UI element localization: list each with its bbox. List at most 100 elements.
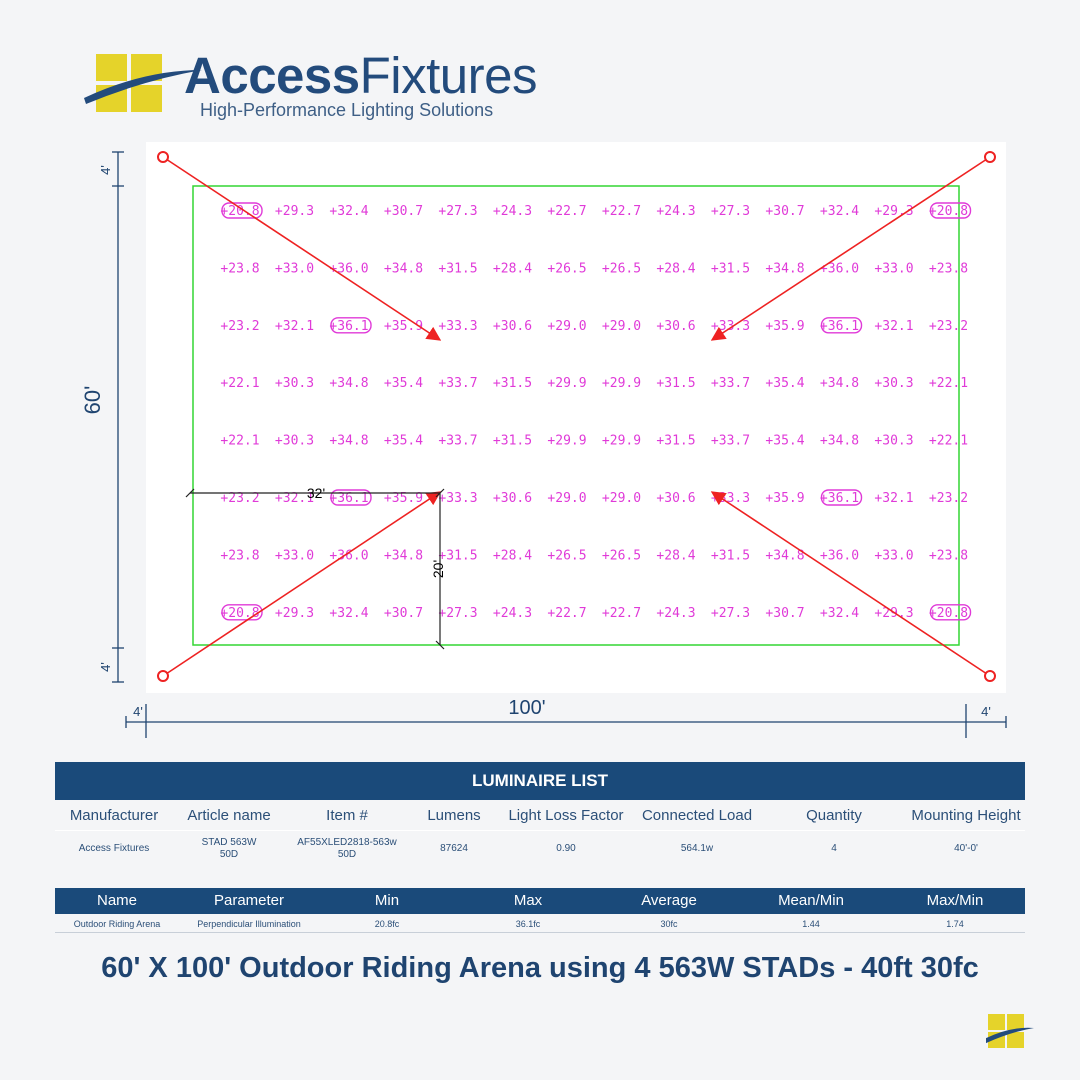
illuminance-value: +36.1 [820,319,859,334]
max-highlight-oval [330,489,372,506]
illuminance-value: +32.1 [275,491,314,506]
illuminance-value: +33.3 [711,319,750,334]
illuminance-value: +29.9 [602,376,641,391]
brand-tagline: High-Performance Lighting Solutions [200,100,494,120]
illuminance-value: +35.9 [384,319,423,334]
pole-ne-icon [984,151,996,163]
illuminance-value: +20.8 [929,204,968,219]
illuminance-value: +22.1 [929,376,968,391]
illuminance-value: +32.4 [329,204,368,219]
brand-bold: Access [184,47,360,104]
max-highlight-oval [820,317,863,334]
col-mean-min: Mean/Min [778,892,844,909]
illuminance-value: +23.8 [220,548,259,563]
illuminance-value: +28.4 [493,548,532,563]
illuminance-value: +32.1 [275,319,314,334]
illuminance-value: +22.1 [929,434,968,449]
illuminance-value: +27.3 [711,606,750,621]
illuminance-value: +36.0 [329,261,368,276]
illuminance-value: +32.1 [874,491,913,506]
illuminance-value: +29.3 [275,606,314,621]
access-fixtures-logo: AccessFixtures High-Performance Lighting… [84,48,544,128]
illuminance-value: +33.7 [711,376,750,391]
illuminance-value: +29.0 [547,491,586,506]
illuminance-value: +35.4 [384,376,423,391]
aim-line-nw [162,156,442,341]
name-value: Outdoor Riding Arena [73,919,161,929]
lighting-plan: +20.8 +29.3 +32.4 +30.7 +27.3 +24.3 +22.7 +22.7… [80,142,1007,738]
max-value: 36.1fc [515,919,541,929]
illuminance-value: +30.7 [765,204,804,219]
illuminance-value: +34.8 [329,434,368,449]
quantity-value: 4 [831,843,837,854]
illumination-value-row: Outdoor Riding Arena Perpendicular Illum… [55,916,1025,933]
aim-line-se [710,491,991,677]
col-manufacturer: Manufacturer [69,807,159,824]
illuminance-value: +35.9 [765,319,804,334]
illuminance-value: +36.1 [329,491,368,506]
illuminance-value: +23.2 [220,491,259,506]
illuminance-value: +30.7 [384,204,423,219]
illuminance-value: +22.1 [220,376,259,391]
logo-square-br [131,85,162,112]
plan-canvas [146,142,1006,693]
col-item-number: Item # [326,807,368,824]
illuminance-value: +27.3 [711,204,750,219]
col-max: Max [513,892,543,909]
illumination-header-row: Name Parameter Min Max Average Mean/Min … [55,888,1025,914]
luminaire-list-title: LUMINAIRE LIST [55,762,1025,800]
illuminance-value: +22.7 [547,204,586,219]
illuminance-value: +30.6 [656,319,695,334]
mounting-height-value: 40'-0' [954,843,978,854]
illuminance-value: +30.3 [874,434,913,449]
illuminance-value: +29.0 [602,491,641,506]
manufacturer-value: Access Fixtures [78,843,150,854]
parameter-value: Perpendicular Illumination [197,919,301,929]
average-value: 30fc [660,919,678,929]
illuminance-value: +23.2 [929,491,968,506]
brand-name: AccessFixtures [184,47,538,104]
connected-load-value: 564.1w [680,843,714,854]
offset-y-label: 20' [430,560,446,578]
illuminance-value: +33.3 [438,319,477,334]
right-margin-label: 4' [981,704,991,719]
illuminance-value: +33.3 [438,491,477,506]
max-highlight-oval [820,489,863,506]
illuminance-value: +35.4 [765,376,804,391]
min-highlight-oval [929,202,972,219]
illuminance-value: +36.0 [820,261,859,276]
col-mounting-height: Mounting Height [911,807,1021,824]
illuminance-value: +22.7 [602,204,641,219]
illuminance-value: +36.0 [820,548,859,563]
illuminance-value: +30.7 [765,606,804,621]
col-parameter: Parameter [213,892,285,909]
illuminance-value: +35.4 [765,434,804,449]
col-connected-load: Connected Load [641,807,753,824]
illuminance-value: +29.0 [602,319,641,334]
illuminance-value: +20.8 [220,606,259,621]
illuminance-value: +24.3 [656,606,695,621]
col-min: Min [374,892,400,909]
col-max-min: Max/Min [926,892,984,909]
illuminance-value: +31.5 [711,548,750,563]
illuminance-value: +30.3 [275,434,314,449]
bottom-margin-label: 4' [98,662,113,672]
min-highlight-oval [929,604,972,621]
illuminance-value: +30.7 [384,606,423,621]
illuminance-value: +29.0 [547,319,586,334]
pole-se-icon [984,670,996,682]
illuminance-value: +30.6 [656,491,695,506]
max-min-value: 1.74 [946,919,964,929]
col-average: Average [641,892,697,909]
illuminance-value: +35.4 [384,434,423,449]
illuminance-value: +24.3 [493,606,532,621]
illuminance-value: +23.8 [220,261,259,276]
col-lumens: Lumens [427,807,481,824]
mean-min-value: 1.44 [802,919,820,929]
illuminance-value: +29.9 [602,434,641,449]
illuminance-value: +31.5 [711,261,750,276]
illuminance-value: +23.2 [929,319,968,334]
illuminance-value: +35.9 [384,491,423,506]
illuminance-value: +34.8 [384,548,423,563]
col-quantity: Quantity [806,807,862,824]
